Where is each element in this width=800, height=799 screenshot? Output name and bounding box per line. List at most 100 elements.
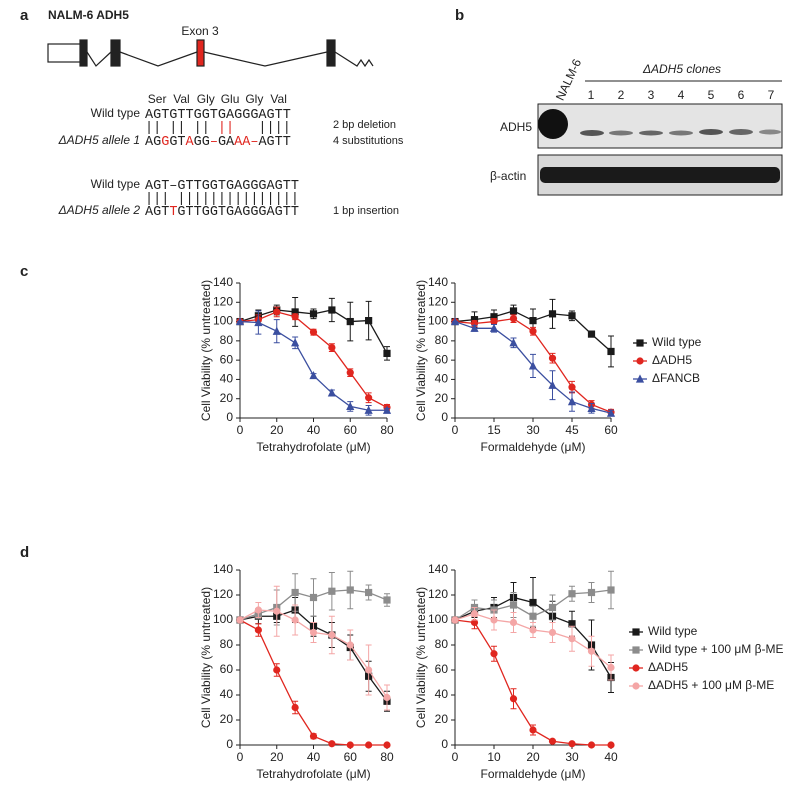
sequence-segment: || bbox=[218, 121, 234, 136]
lane-label: 7 bbox=[768, 88, 775, 102]
legend-marker bbox=[632, 682, 640, 690]
blot-band bbox=[538, 109, 568, 139]
sequence-segment: GTTGGTGAGGGAGTT bbox=[177, 205, 299, 220]
y-tick-label: 40 bbox=[220, 687, 234, 701]
match-line: ||| ||||||||||||||| bbox=[145, 192, 299, 207]
group-label: ΔADH5 clones bbox=[642, 62, 721, 76]
marker bbox=[568, 312, 576, 320]
amino-acid: Val bbox=[270, 92, 286, 106]
blot-band bbox=[729, 129, 753, 135]
sequence-segment: AGT–GTTGGTGAGGGAGTT bbox=[145, 179, 299, 194]
amino-acid: Val bbox=[173, 92, 189, 106]
legend-label: ΔADH5 bbox=[648, 660, 688, 674]
legend-marker bbox=[632, 664, 640, 672]
marker bbox=[451, 616, 459, 624]
row-label: Wild type bbox=[91, 106, 141, 120]
sequence-segment: GT bbox=[169, 135, 185, 150]
legend-label: Wild type bbox=[648, 624, 698, 638]
marker bbox=[291, 703, 299, 712]
y-tick-label: 100 bbox=[213, 612, 233, 626]
lane-label: NALM-6 bbox=[553, 57, 584, 103]
panel-label: b bbox=[455, 7, 464, 24]
x-tick-label: 15 bbox=[487, 423, 501, 437]
legend-label: ΔADH5 bbox=[652, 353, 692, 367]
y-tick-label: 60 bbox=[435, 352, 449, 366]
sequence-segment: AGTT bbox=[258, 135, 290, 150]
marker bbox=[309, 628, 318, 637]
lane-numbers: 1 2 3 4 5 6 7 bbox=[588, 88, 775, 102]
marker bbox=[567, 397, 577, 406]
lane-label: 2 bbox=[618, 88, 625, 102]
marker bbox=[273, 666, 281, 674]
y-tick-label: 120 bbox=[213, 294, 233, 308]
y-axis-label: Cell Viability (% untreated) bbox=[414, 587, 428, 728]
y-tick-label: 60 bbox=[435, 662, 449, 676]
amino-acid: Gly bbox=[245, 92, 263, 106]
marker bbox=[328, 587, 336, 595]
x-tick-label: 20 bbox=[270, 750, 284, 764]
sequence-segment: G bbox=[161, 135, 169, 150]
intron bbox=[86, 51, 112, 67]
x-tick-label: 45 bbox=[565, 423, 579, 437]
blot-row-label: β-actin bbox=[490, 169, 526, 183]
y-tick-label: 20 bbox=[435, 712, 449, 726]
x-axis-label: Tetrahydrofolate (μM) bbox=[256, 767, 370, 781]
gene-structure bbox=[47, 39, 374, 68]
blot-row-label: ADH5 bbox=[500, 120, 532, 134]
marker bbox=[272, 326, 281, 335]
legend-marker bbox=[636, 339, 644, 347]
y-tick-label: 140 bbox=[428, 562, 448, 576]
utr-box bbox=[47, 43, 82, 63]
marker bbox=[309, 593, 318, 602]
marker bbox=[548, 603, 557, 612]
marker bbox=[309, 328, 318, 336]
marker bbox=[607, 586, 615, 594]
lane-label: 4 bbox=[678, 88, 685, 102]
x-axis-label: Formaldehyde (μM) bbox=[481, 440, 586, 454]
sequence-segment: GA bbox=[218, 135, 235, 150]
y-tick-label: 100 bbox=[428, 314, 448, 328]
mutation-note: 1 bp insertion bbox=[333, 205, 399, 217]
marker bbox=[346, 401, 355, 411]
x-tick-label: 40 bbox=[307, 423, 321, 437]
marker bbox=[509, 695, 518, 703]
marker bbox=[607, 663, 615, 672]
marker bbox=[328, 740, 336, 748]
y-tick-label: 140 bbox=[428, 275, 448, 289]
y-tick-label: 20 bbox=[435, 391, 449, 405]
sequence-segment: |||| bbox=[234, 121, 291, 136]
x-tick-label: 60 bbox=[344, 423, 358, 437]
sequence-segment: || || || bbox=[145, 121, 218, 136]
marker bbox=[328, 344, 336, 352]
exon bbox=[326, 39, 336, 67]
blot-band bbox=[669, 130, 693, 136]
marker bbox=[529, 726, 537, 734]
sequence: AGTTGTTGGTGAGGGAGTT bbox=[145, 205, 299, 220]
sequence: AGTGTTGGTGAGGGAGTT bbox=[145, 108, 291, 123]
amino-acid: Glu bbox=[221, 92, 240, 106]
amino-acids: Ser Val Gly Glu Gly Val bbox=[148, 92, 287, 106]
marker bbox=[470, 323, 479, 332]
x-tick-label: 0 bbox=[237, 750, 244, 764]
sequence-segment: T bbox=[169, 205, 177, 220]
marker bbox=[568, 383, 576, 391]
marker bbox=[529, 327, 537, 335]
y-tick-label: 80 bbox=[220, 333, 234, 347]
y-tick-label: 140 bbox=[213, 275, 233, 289]
y-tick-label: 0 bbox=[226, 410, 233, 424]
x-tick-label: 20 bbox=[270, 423, 284, 437]
marker bbox=[587, 330, 596, 338]
x-tick-label: 80 bbox=[380, 423, 394, 437]
x-tick-label: 20 bbox=[526, 750, 540, 764]
y-tick-label: 40 bbox=[220, 372, 234, 386]
sequence-segment: GG bbox=[194, 135, 210, 150]
exon bbox=[110, 39, 121, 67]
marker bbox=[606, 408, 616, 417]
sequence-segment: – bbox=[210, 135, 218, 150]
sequence-segment: AGT bbox=[145, 205, 169, 220]
blot-membrane bbox=[537, 103, 783, 149]
row-label: Wild type bbox=[91, 177, 141, 191]
marker bbox=[346, 369, 354, 377]
marker bbox=[382, 405, 392, 414]
marker bbox=[529, 317, 537, 325]
